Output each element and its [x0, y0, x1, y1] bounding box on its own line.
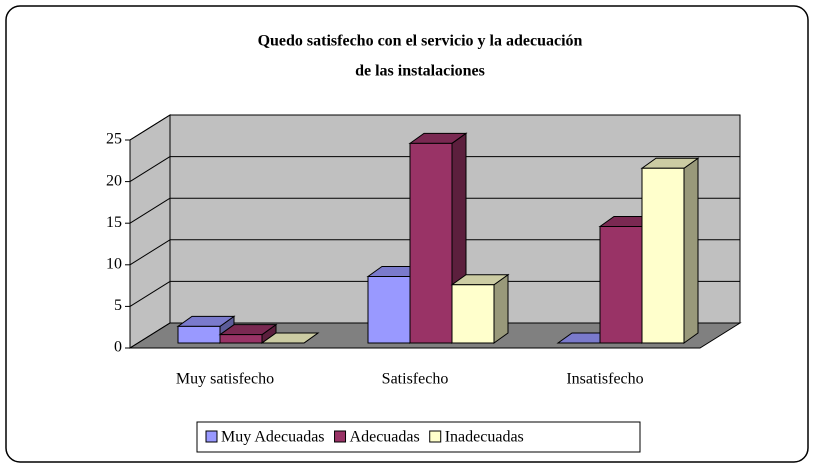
- bar: [176, 315, 236, 344]
- x-tick-label: Muy satisfecho: [176, 371, 274, 388]
- bar-side: [493, 273, 509, 344]
- bar-front: [409, 142, 453, 344]
- y-tick-label: 10: [106, 255, 122, 272]
- grid-line: [129, 322, 171, 349]
- bar-side: [683, 157, 699, 344]
- grid-line: [129, 239, 171, 266]
- bar-front: [177, 325, 221, 344]
- chart-title: Quedo satisfecho con el servicio y la ad…: [258, 33, 583, 50]
- x-tick-label: Insatisfecho: [566, 371, 643, 388]
- grid-line: [129, 197, 171, 224]
- legend-swatch: [334, 430, 347, 443]
- y-tick-label: 15: [106, 214, 122, 231]
- legend-box: [196, 421, 641, 453]
- legend-label: Adecuadas: [350, 429, 420, 446]
- x-tick-label: Satisfecho: [382, 371, 449, 388]
- side-wall: [129, 114, 171, 349]
- grid-line: [129, 114, 171, 141]
- chart-title: de las instalaciones: [355, 63, 485, 80]
- bar-front: [599, 226, 643, 344]
- y-tick-label: 25: [106, 131, 122, 148]
- y-tick-label: 0: [114, 339, 122, 356]
- y-tick-label: 5: [114, 297, 122, 314]
- legend-swatch: [205, 430, 218, 443]
- bar-front: [451, 284, 495, 344]
- legend-label: Inadecuadas: [445, 429, 524, 446]
- grid-line: [129, 156, 171, 183]
- legend-label: Muy Adecuadas: [221, 429, 325, 446]
- bar-top: [260, 332, 320, 344]
- bar-front: [641, 167, 685, 344]
- y-tick-label: 20: [106, 172, 122, 189]
- bar: [260, 332, 320, 344]
- bar: [640, 157, 700, 344]
- bar: [450, 273, 510, 344]
- grid-line: [129, 280, 171, 307]
- bar-front: [367, 275, 411, 344]
- bar: [218, 323, 278, 344]
- bar-front: [219, 334, 263, 344]
- legend-swatch: [429, 430, 442, 443]
